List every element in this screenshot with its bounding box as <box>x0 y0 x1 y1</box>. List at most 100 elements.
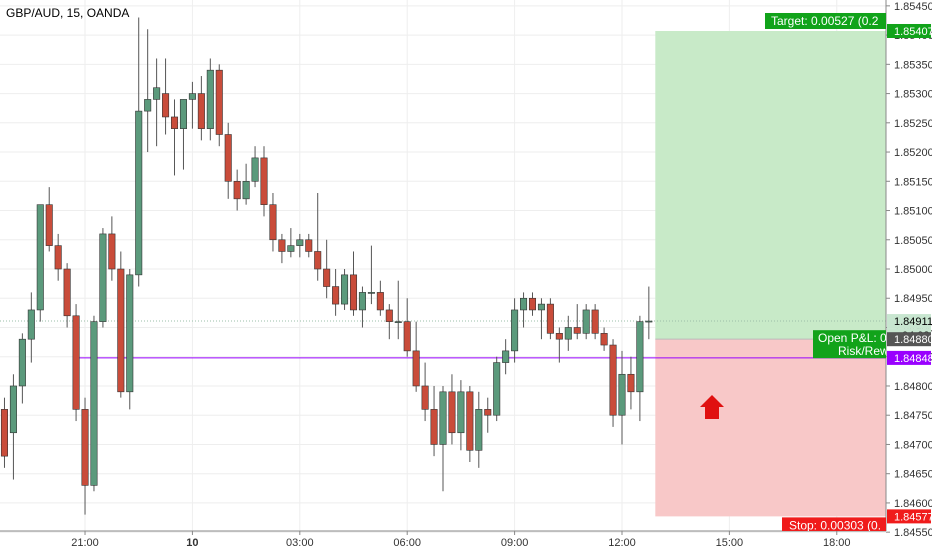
y-tick-label: 1.84600 <box>894 498 932 510</box>
profit-zone <box>655 30 886 340</box>
candle-body <box>430 409 438 445</box>
candle-body <box>0 409 8 457</box>
candle-body <box>36 204 44 311</box>
candle-body <box>376 292 384 311</box>
candle-body <box>502 350 510 363</box>
target-price-tag: 1.85407 <box>894 26 932 38</box>
y-tick-label: 1.85000 <box>894 264 932 276</box>
x-tick-label: 09:00 <box>501 537 529 549</box>
candle-body <box>278 239 286 252</box>
y-tick-label: 1.85350 <box>894 59 932 71</box>
candle-body <box>188 93 196 100</box>
candle-body <box>358 292 366 311</box>
risk-reward-label: Risk/Rew <box>838 344 889 358</box>
y-tick-label: 1.84550 <box>894 527 932 539</box>
candle-body <box>591 309 599 334</box>
candle-body <box>135 110 143 276</box>
candle-body <box>528 297 537 311</box>
y-tick-label: 1.85100 <box>894 206 932 218</box>
candle-body <box>72 315 80 410</box>
candle-body <box>645 320 653 323</box>
candle-body <box>412 350 420 387</box>
y-tick-label: 1.85050 <box>894 235 932 247</box>
stop-label-box <box>782 517 886 531</box>
candle-body <box>144 99 152 112</box>
candle-body <box>537 303 545 311</box>
reference-price-tag: 1.84848 <box>894 353 932 365</box>
candle-body <box>439 391 447 445</box>
candle-body <box>349 274 358 311</box>
candle-body <box>269 204 277 241</box>
candle-body <box>305 239 313 252</box>
candle-body <box>466 391 474 451</box>
candle-body <box>287 245 295 252</box>
candle-body <box>18 338 26 387</box>
candle-body <box>153 87 161 100</box>
candle-body <box>421 385 429 410</box>
current-price-tag-box <box>887 314 931 329</box>
candle-body <box>99 233 107 322</box>
y-tick-label: 1.84950 <box>894 293 932 305</box>
candle-body <box>493 362 501 416</box>
candle-body <box>555 333 563 340</box>
entry-price-tag-box <box>887 332 931 347</box>
reference-price-tag-box <box>887 350 931 365</box>
candle-body <box>564 327 572 340</box>
candle-body <box>63 268 71 317</box>
y-tick-label: 1.84650 <box>894 469 932 481</box>
y-tick-label: 1.84700 <box>894 439 932 451</box>
price-axis <box>886 0 932 550</box>
candle-body <box>448 391 456 434</box>
candle-body <box>206 69 214 129</box>
candle-body <box>323 268 331 287</box>
x-tick-label: 10 <box>186 537 198 549</box>
candle-body <box>296 239 304 246</box>
candle-body <box>385 309 393 322</box>
candle-body <box>546 303 554 334</box>
open-pnl-label: Open P&L: 0 <box>818 331 887 345</box>
target-label-box <box>765 12 886 29</box>
up-arrow-icon <box>700 395 724 419</box>
stop-price-tag: 1.84577 <box>894 511 932 523</box>
candle-body <box>582 309 590 334</box>
x-tick-label: 15:00 <box>716 537 744 549</box>
candle-body <box>618 373 626 416</box>
candle-body <box>45 204 53 246</box>
candle-body <box>170 116 179 129</box>
candle-body <box>126 274 134 393</box>
stop-label: Stop: 0.00303 (0. <box>789 518 881 532</box>
x-tick-label: 03:00 <box>286 537 314 549</box>
candle-body <box>394 321 402 323</box>
x-tick-label: 21:00 <box>71 537 99 549</box>
candle-body <box>27 309 35 340</box>
entry-price-tag: 1.84880 <box>894 334 932 346</box>
candle-body <box>484 409 492 416</box>
y-tick-label: 1.85450 <box>894 1 932 13</box>
candle-body <box>636 321 644 393</box>
candle-body <box>475 409 483 451</box>
candle-body <box>90 321 98 486</box>
candle-body <box>224 134 232 182</box>
target-label: Target: 0.00527 (0.2 <box>771 14 879 28</box>
candle-body <box>242 180 250 200</box>
y-tick-label: 1.85200 <box>894 147 932 159</box>
candle-body <box>260 157 268 205</box>
candle-body <box>54 245 62 270</box>
current-price-tag: 1.84911 <box>894 316 932 328</box>
candle-body <box>332 286 340 305</box>
candle-body <box>367 292 375 294</box>
target-price-tag-box <box>887 23 931 38</box>
candle-body <box>609 344 617 416</box>
candle-body <box>108 233 116 270</box>
loss-zone <box>655 339 886 517</box>
x-tick-label: 12:00 <box>608 537 636 549</box>
entry-label-box <box>813 330 886 359</box>
candle-body <box>162 93 170 118</box>
y-tick-label: 1.85300 <box>894 89 932 101</box>
candle-body <box>341 274 349 305</box>
y-tick-label: 1.85150 <box>894 176 932 188</box>
candle-body <box>251 157 259 182</box>
y-tick-label: 1.85250 <box>894 118 932 130</box>
candle-body <box>520 297 528 311</box>
